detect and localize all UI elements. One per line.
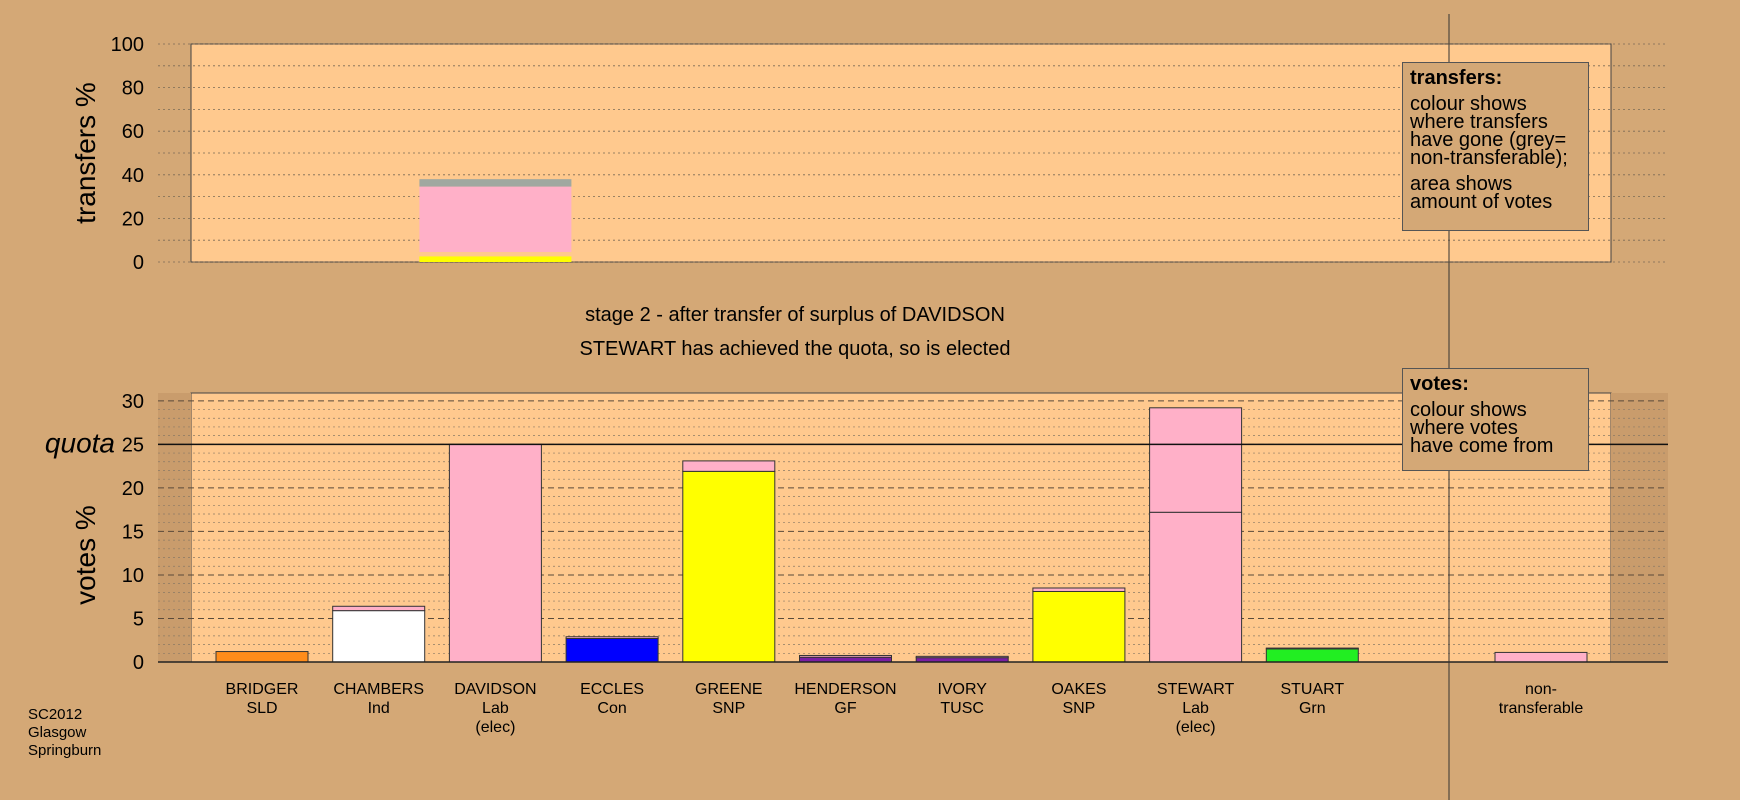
candidate-name-label: GREENE: [695, 681, 763, 698]
candidate-name-label: IVORY: [937, 681, 987, 698]
candidate-name-label: ECCLES: [580, 681, 644, 698]
votes-legend-line: have come from: [1410, 435, 1554, 457]
vote-bar-segment: [215, 651, 309, 663]
candidate-name-label: STEWART: [1157, 681, 1235, 698]
transfers-y-tick-label: 100: [111, 34, 144, 56]
transfers-legend: transfers: colour shows where transfers …: [1402, 62, 1589, 231]
footer-line: SC2012: [28, 706, 83, 723]
vote-bar-segment: [682, 470, 776, 663]
vote-bar-segment: [565, 637, 659, 663]
transfers-y-axis-title: transfers %: [70, 82, 101, 224]
candidate-party-label: GF: [834, 700, 856, 717]
votes-plot-margin: [158, 393, 191, 662]
votes-legend-title: votes:: [1410, 373, 1469, 395]
votes-chart: 0 5 10 15 20 25 30 votes % BRIDGER SLD CHAMBERS Ind…: [45, 391, 1668, 736]
vote-bar-segment: [1032, 587, 1126, 592]
footer-line: Springburn: [28, 742, 102, 759]
stage-line-1: stage 2 - after transfer of surplus of D…: [585, 304, 1005, 326]
votes-plot-area: [190, 392, 1612, 663]
footer-line: Glasgow: [28, 724, 87, 741]
vote-bar-segment: [915, 655, 1009, 659]
constituency-footer: SC2012 Glasgow Springburn: [28, 706, 101, 760]
vote-bar-segment: [1149, 511, 1243, 663]
transfers-legend-line: have gone (grey=: [1410, 129, 1567, 151]
vote-bar-segment: [448, 443, 542, 663]
transfer-bar-segment: [419, 179, 572, 187]
vote-bar-segment: [682, 460, 776, 472]
votes-y-tick-label: 20: [122, 478, 144, 500]
candidate-name-label: OAKES: [1051, 681, 1106, 698]
votes-y-tick-label: 15: [122, 521, 144, 543]
candidate-name-label: HENDERSON: [794, 681, 896, 698]
transfers-legend-line: colour shows: [1410, 93, 1527, 115]
nontransferable-label: transferable: [1499, 700, 1584, 717]
votes-y-axis-title: votes %: [70, 505, 101, 605]
nontransferable-label: non-: [1525, 681, 1557, 698]
votes-y-tick-label: 10: [122, 565, 144, 587]
transfers-y-tick-label: 20: [122, 208, 144, 230]
votes-legend-line: where votes: [1410, 417, 1518, 439]
vote-bar-segment: [565, 636, 659, 639]
candidate-name-label: CHAMBERS: [333, 681, 424, 698]
votes-y-tick-label: 5: [133, 608, 144, 630]
candidate-party-label: SNP: [712, 700, 745, 717]
transfer-bar-segment: [419, 251, 572, 257]
candidate-name-label: DAVIDSON: [454, 681, 536, 698]
vote-bar-segment: [332, 610, 426, 663]
candidate-name-label: BRIDGER: [226, 681, 299, 698]
transfers-y-tick-label: 60: [122, 121, 144, 143]
candidate-party-label: Con: [597, 700, 626, 717]
stage-line-2: STEWART has achieved the quota, so is el…: [580, 338, 1011, 360]
vote-bar-segment: [1032, 590, 1126, 663]
candidate-party-label: Lab: [482, 700, 509, 717]
vote-bar-segment: [332, 605, 426, 612]
transfers-legend-line: where transfers: [1410, 111, 1548, 133]
vote-bar-segment: [799, 654, 892, 658]
candidate-party-label: Lab: [1182, 700, 1209, 717]
votes-y-tick-label: 30: [122, 391, 144, 413]
transfer-bar-segment: [419, 256, 572, 262]
transfers-legend-line: amount of votes: [1410, 191, 1553, 213]
votes-plot-margin: [1611, 393, 1668, 662]
transfer-bar-segment: [419, 186, 572, 252]
transfers-legend-title: transfers:: [1410, 67, 1503, 89]
candidate-party-label: Ind: [368, 700, 390, 717]
votes-y-tick-label: 0: [133, 652, 144, 674]
candidate-party-label: SLD: [246, 700, 277, 717]
transfers-chart: 0 20 40 60 80 100 transfers %: [70, 34, 1668, 274]
candidate-name-label: STUART: [1280, 681, 1344, 698]
nontransferable-bar: [1494, 651, 1588, 663]
candidate-party-label: TUSC: [940, 700, 984, 717]
vote-bar-segment: [1149, 407, 1243, 513]
candidate-note-label: (elec): [1176, 719, 1216, 736]
transfers-y-tick-label: 80: [122, 78, 144, 100]
transfers-y-tick-label: 0: [133, 252, 144, 274]
candidate-note-label: (elec): [475, 719, 515, 736]
transfers-legend-line: non-transferable);: [1410, 147, 1568, 169]
transfers-y-tick-label: 40: [122, 165, 144, 187]
stage-description: stage 2 - after transfer of surplus of D…: [580, 304, 1011, 360]
transfers-legend-line: area shows: [1410, 173, 1513, 195]
votes-legend-line: colour shows: [1410, 399, 1527, 421]
vote-bar-segment: [1265, 647, 1359, 650]
vote-bar-segment: [1265, 648, 1359, 663]
candidate-party-label: Grn: [1299, 700, 1326, 717]
quota-label: quota: [45, 427, 115, 458]
candidate-party-label: SNP: [1062, 700, 1095, 717]
votes-y-tick-label: 25: [122, 434, 144, 456]
votes-legend: votes: colour shows where votes have com…: [1402, 368, 1589, 471]
